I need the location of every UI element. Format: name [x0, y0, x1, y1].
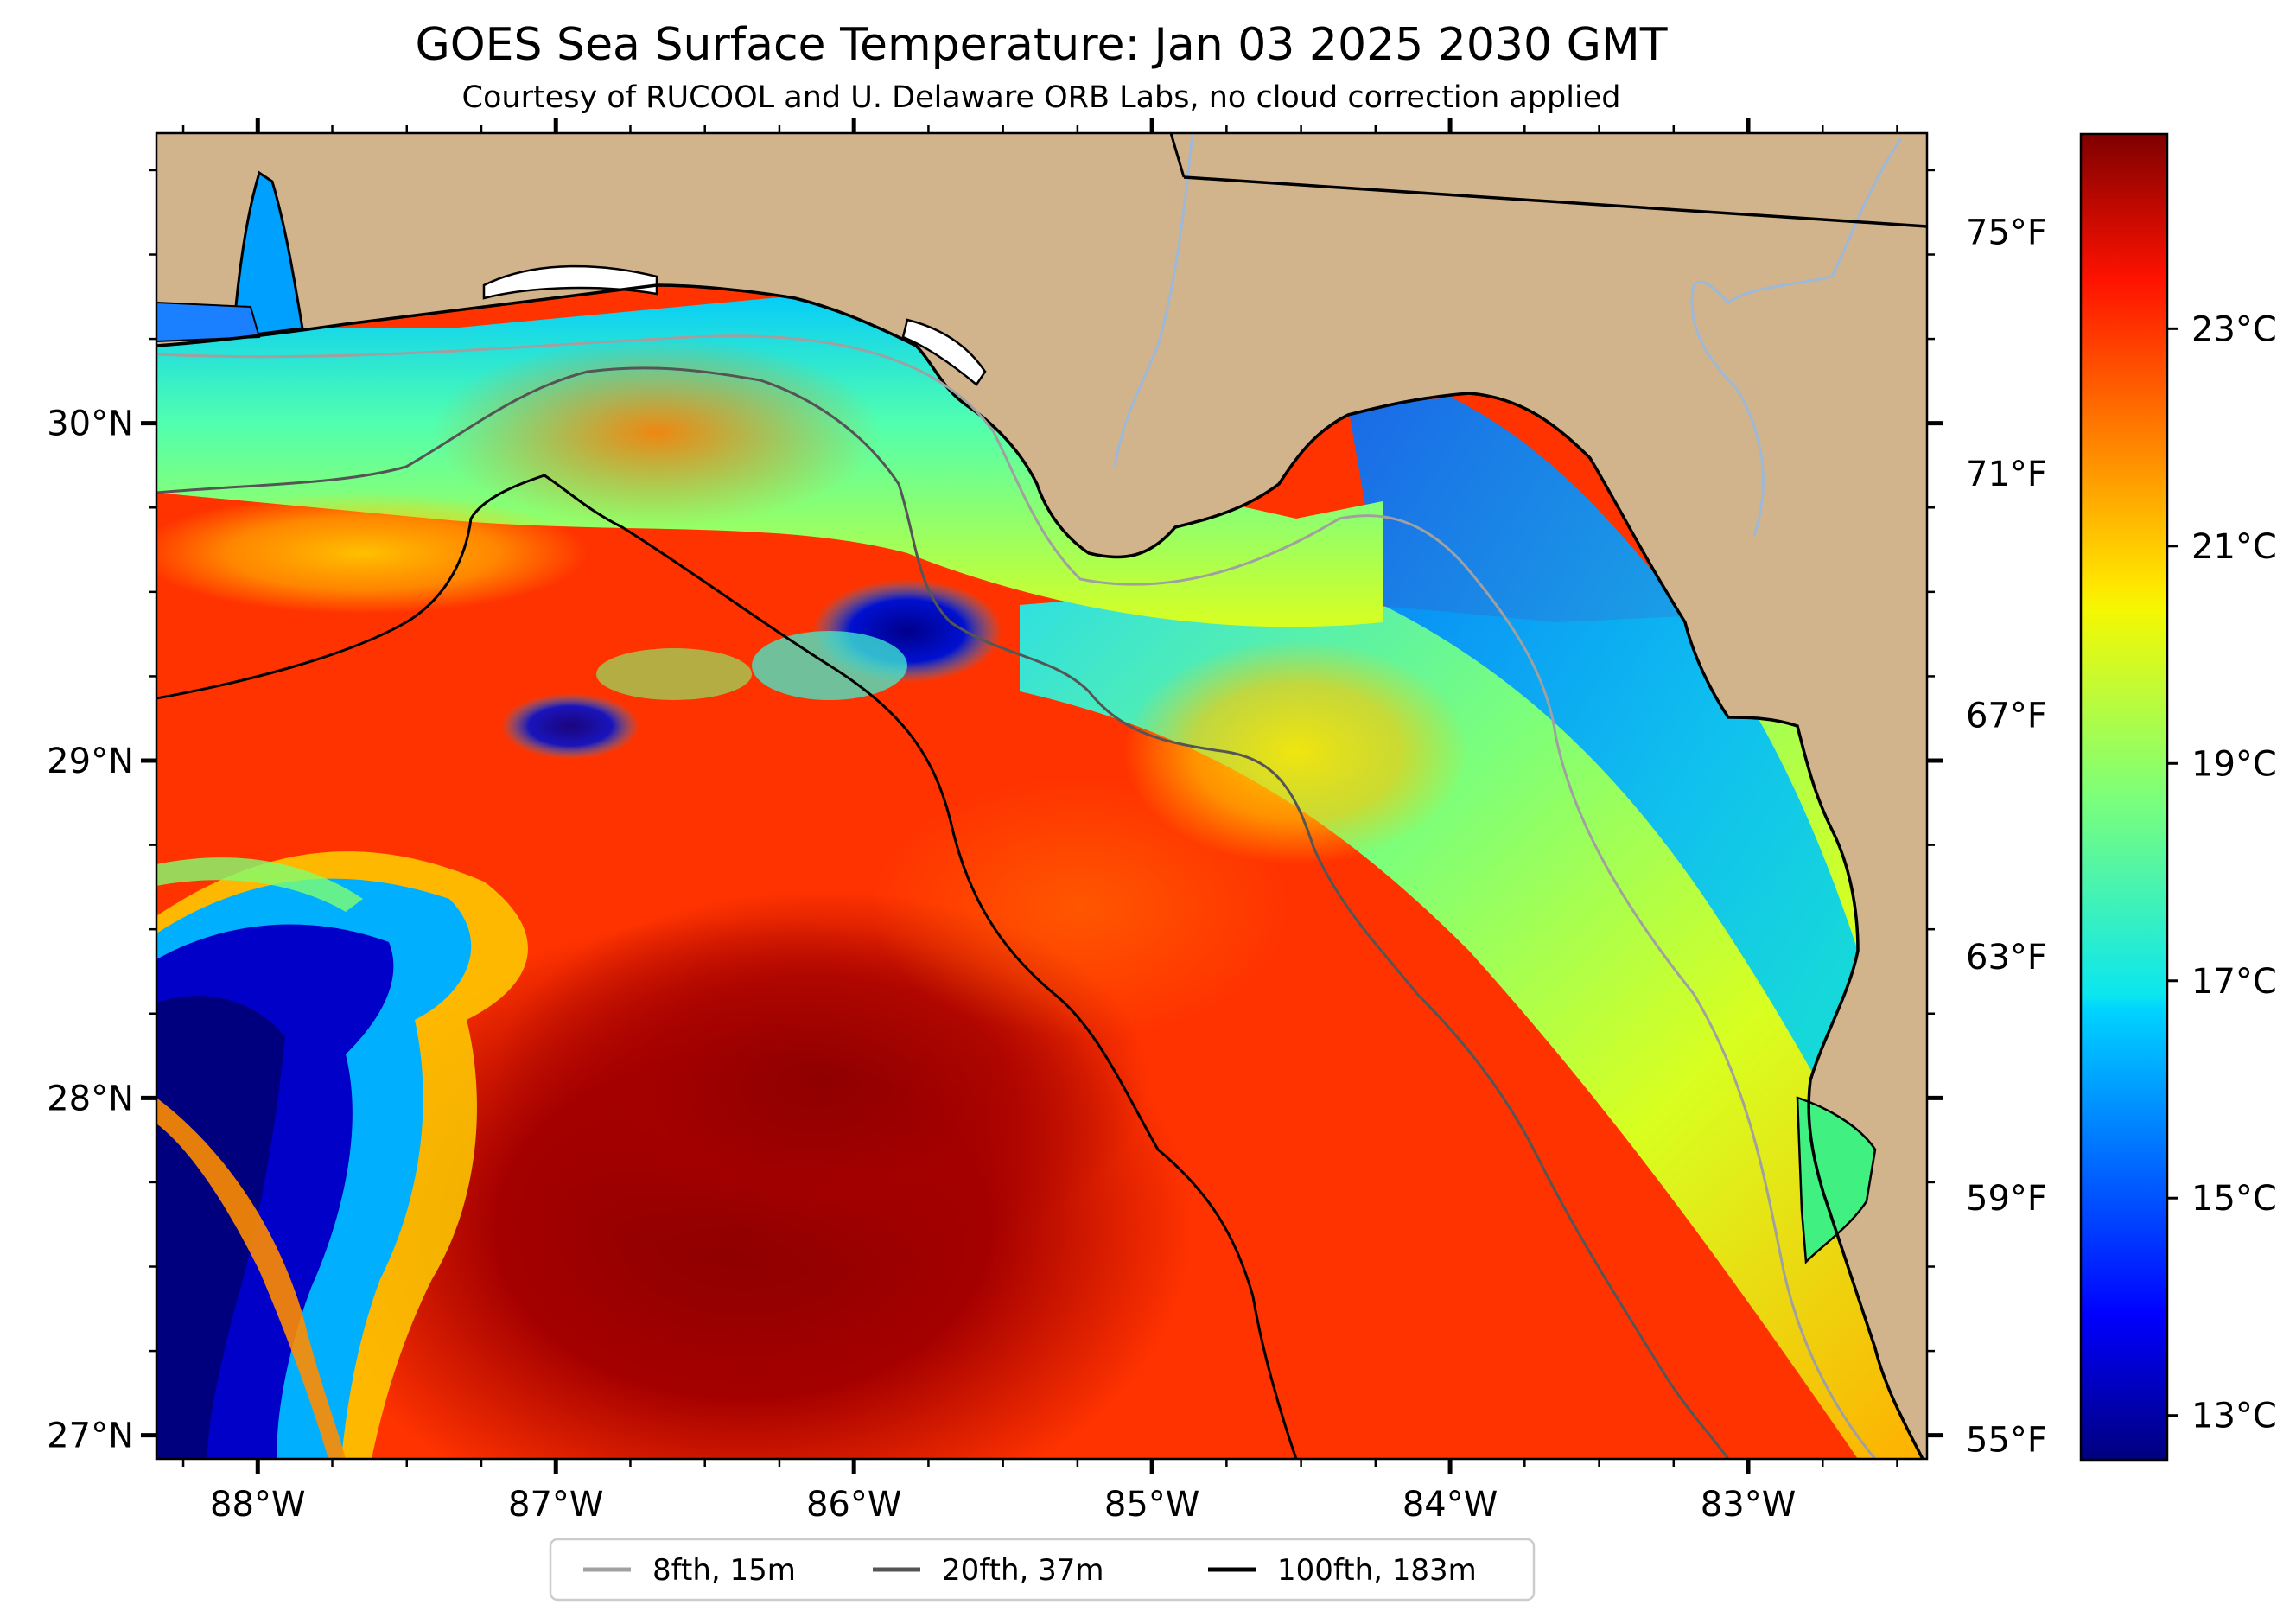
tampa-bay [1796, 1096, 1877, 1264]
sst-map [156, 133, 1927, 1459]
lon-tick-label: 84°W [1402, 1485, 1498, 1525]
longitude-axis: 88°W 87°W 86°W 85°W 84°W 83°W [181, 118, 1898, 1525]
legend: 8fth, 15m 20fth, 37m 100fth, 183m [549, 1538, 1536, 1602]
colorbar-tick-label: 19°C [2191, 744, 2277, 784]
legend-label: 100fth, 183m [1277, 1553, 1477, 1588]
orange-patch-north [432, 337, 881, 527]
lon-tick-label: 85°W [1104, 1485, 1199, 1525]
yellow-patch-west [156, 493, 588, 614]
colorbar-tick-label: 21°C [2191, 527, 2277, 567]
cold-filament-west [501, 693, 639, 759]
isobath-100fth [156, 474, 1298, 1459]
fahrenheit-tick-label: 75°F [1966, 213, 2047, 253]
coastline [156, 283, 1924, 1459]
isobath-8fth [156, 334, 1877, 1459]
fahrenheit-axis: 75°F 71°F 67°F 63°F 59°F 55°F [1966, 213, 2047, 1461]
mobile-bay [232, 170, 304, 339]
lat-tick-label: 28°N [47, 1079, 134, 1118]
fahrenheit-tick-label: 67°F [1966, 696, 2047, 736]
legend-label: 8fth, 15m [652, 1553, 796, 1588]
mississippi-sound [156, 301, 261, 343]
colorbar-tick-label: 23°C [2191, 309, 2277, 349]
lon-tick-label: 83°W [1701, 1485, 1796, 1525]
latitude-axis: 30°N 29°N 28°N 27°N [47, 169, 1943, 1456]
fahrenheit-tick-label: 71°F [1966, 455, 2047, 494]
map-title: GOES Sea Surface Temperature: Jan 03 202… [415, 19, 1667, 71]
lat-tick-label: 30°N [47, 404, 134, 444]
map-subtitle: Courtesy of RUCOOL and U. Delaware ORB L… [462, 80, 1621, 115]
colorbar-axis: 23°C 21°C 19°C 17°C 15°C 13°C [2167, 309, 2277, 1436]
warm-streak-2 [156, 857, 363, 912]
isobath-20fth [156, 366, 1730, 1459]
big-bend-cool-band [1348, 398, 1927, 1296]
lat-tick-label: 29°N [47, 742, 134, 781]
colorbar-tick-label: 13°C [2191, 1397, 2277, 1436]
orange-patch-mid [873, 778, 1288, 1037]
fahrenheit-tick-label: 59°F [1966, 1179, 2047, 1219]
lat-tick-label: 27°N [47, 1417, 134, 1456]
river-suwannee [1690, 137, 1903, 537]
colorbar-tick-label: 15°C [2191, 1179, 2277, 1219]
lon-tick-label: 86°W [806, 1485, 901, 1525]
pensacola-bay [482, 264, 658, 300]
land [156, 133, 1927, 1459]
state-border-north [1169, 133, 1186, 178]
warm-streak-1 [156, 1098, 346, 1459]
fahrenheit-tick-label: 55°F [1966, 1421, 2047, 1461]
fahrenheit-tick-label: 63°F [1966, 938, 2047, 978]
map-frame [155, 131, 1929, 1461]
choctawhatchee-bay [901, 318, 987, 386]
green-filament [596, 648, 752, 700]
legend-label: 20fth, 37m [942, 1553, 1104, 1588]
lon-tick-label: 88°W [210, 1485, 305, 1525]
cold-region-deep [156, 996, 285, 1459]
lon-tick-label: 87°W [508, 1485, 603, 1525]
legend-box [549, 1538, 1536, 1602]
colorbar-tick-label: 17°C [2191, 962, 2277, 1002]
state-border [1183, 175, 1927, 228]
colorbar [2079, 132, 2169, 1462]
river-apalachicola [1113, 133, 1194, 468]
